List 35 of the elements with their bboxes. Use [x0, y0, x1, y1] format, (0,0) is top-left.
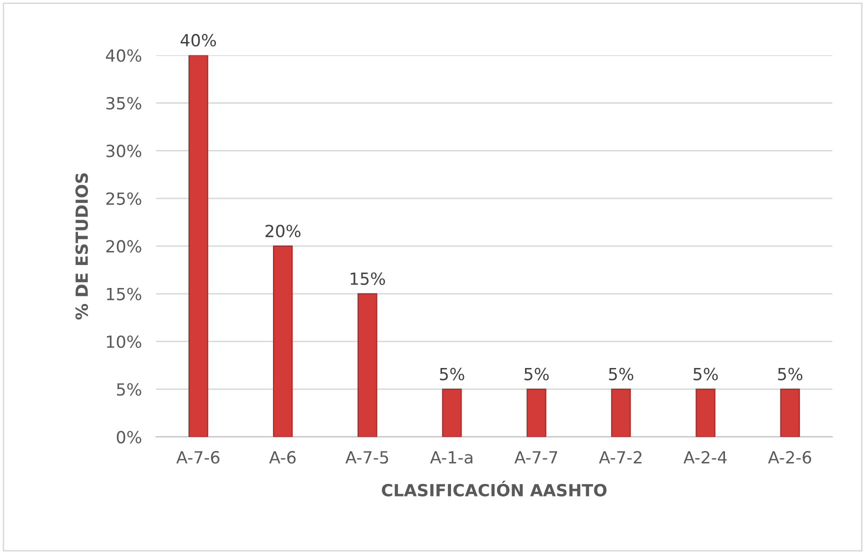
x-tick-label: A-2-4 — [684, 451, 727, 464]
bar — [358, 293, 378, 437]
y-tick-label: 30% — [106, 144, 142, 158]
x-tick-label: A-7-2 — [598, 451, 642, 464]
data-label: 5% — [694, 368, 718, 380]
y-tick-label: 25% — [106, 192, 142, 205]
data-label: 40% — [180, 34, 216, 47]
data-label: 15% — [350, 272, 385, 285]
data-label: 5% — [524, 368, 549, 380]
y-tick-label: 10% — [106, 335, 142, 348]
bar — [442, 388, 462, 437]
data-label: 20% — [266, 224, 300, 238]
y-tick-label: 20% — [106, 240, 142, 253]
y-tick-label: 0% — [116, 430, 142, 444]
x-tick-label: A-7-5 — [345, 451, 388, 464]
y-tick-label: 40% — [106, 49, 142, 62]
data-label: 5% — [440, 368, 464, 380]
y-tick-label: 35% — [106, 96, 142, 110]
x-tick-label: A-1-a — [430, 451, 472, 464]
y-tick-label: 15% — [106, 288, 142, 300]
y-tick-label: 5% — [117, 383, 142, 396]
bar — [780, 388, 800, 437]
bar — [188, 55, 208, 437]
bar — [611, 388, 631, 437]
data-label: 5% — [778, 368, 802, 380]
bar — [526, 388, 546, 437]
x-axis-title: CLASIFICACIÓN AASHTO — [382, 480, 607, 496]
x-tick-label: A-7-6 — [176, 451, 220, 464]
bar — [273, 246, 293, 437]
x-tick-label: A-6 — [269, 451, 296, 464]
data-label: 5% — [609, 368, 634, 380]
x-tick-label: A-7-7 — [514, 451, 558, 464]
bar — [696, 388, 716, 437]
y-axis-title: % DE ESTUDIOS — [75, 173, 88, 320]
x-tick-label: A-2-6 — [768, 451, 812, 464]
